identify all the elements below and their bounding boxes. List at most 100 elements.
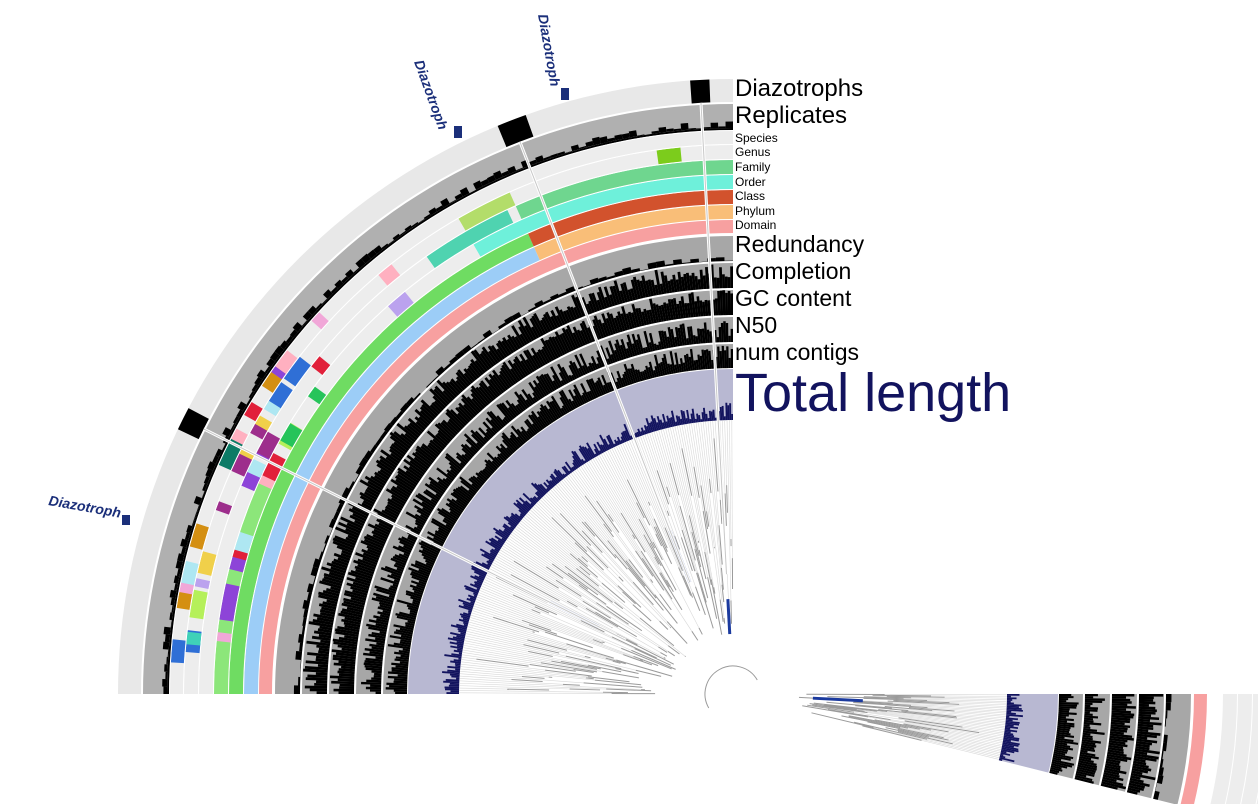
highlight-line: [519, 141, 691, 583]
tree-branch: [606, 605, 643, 632]
gc-content-bar: [730, 293, 733, 316]
num-contigs-bar: [1058, 701, 1079, 705]
total-length-bar: [602, 444, 608, 452]
gc-content-bar: [344, 635, 359, 640]
total-length-bar: [661, 413, 668, 429]
num-contigs-bar: [427, 531, 446, 543]
total-length-bar: [550, 473, 560, 484]
redundancy-bar: [336, 503, 344, 513]
total-length-bar: [555, 476, 561, 483]
total-length-bar: [714, 417, 717, 421]
redundancy-bar: [681, 262, 691, 265]
completion-bar: [318, 633, 332, 639]
n50-bar: [1080, 745, 1095, 750]
replicates-bar: [193, 496, 202, 506]
label-domain: Domain: [735, 218, 776, 232]
tree-branch: [614, 601, 624, 610]
total-length-bar: [1004, 725, 1019, 729]
completion-bar: [632, 276, 641, 300]
num-contigs-bar: [1053, 751, 1066, 756]
completion-bar: [539, 319, 549, 334]
completion-bar: [340, 552, 352, 559]
replicates-bar: [181, 546, 187, 555]
gc-content-bar: [334, 628, 360, 635]
tree-branch: [584, 463, 642, 552]
completion-bar: [380, 449, 400, 465]
completion-bar: [660, 271, 667, 294]
tree-branch: [666, 510, 670, 516]
total-length-bar: [462, 612, 471, 617]
gc-content-bar: [587, 327, 595, 342]
completion-bar: [1136, 736, 1148, 740]
tree-branch: [679, 505, 696, 561]
tree-branch: [712, 420, 715, 439]
replicates-bar: [355, 258, 366, 269]
num-contigs-bar: [418, 580, 427, 586]
tree-branch: [897, 730, 953, 745]
total-length-bar: [623, 423, 632, 441]
n50-bar: [384, 565, 403, 575]
tree-branch: [693, 422, 707, 512]
tree-branch: [613, 447, 657, 535]
total-length-bar: [1001, 747, 1019, 753]
tree-branch: [656, 470, 670, 505]
gc-content-bar: [1108, 740, 1126, 745]
gc-content-bar: [535, 351, 546, 366]
gc-content-bar: [470, 385, 489, 406]
replicates-bar: [176, 568, 181, 577]
completion-bar: [1135, 741, 1153, 746]
gc-content-bar: [434, 423, 454, 441]
completion-bar: [303, 668, 328, 673]
replicates-bar: [725, 121, 733, 129]
completion-bar: [434, 385, 452, 404]
num-contigs-bar: [1051, 759, 1075, 766]
total-length-bar: [467, 594, 477, 600]
replicates-bar: [170, 620, 172, 628]
gc-content-bar: [387, 498, 404, 509]
n50-bar: [369, 689, 382, 692]
total-length-bar: [448, 684, 460, 687]
callout-diazotroph: Diazotroph: [535, 13, 563, 88]
n50-bar: [557, 363, 570, 384]
completion-bar: [448, 380, 462, 395]
gc-content-bar: [579, 330, 588, 345]
n50-bar: [379, 601, 393, 608]
completion-bar: [531, 326, 540, 339]
tree-branch: [582, 600, 612, 619]
callout-marker: [561, 88, 569, 100]
num-contigs-bar: [437, 511, 457, 524]
n50-bar: [516, 399, 527, 411]
completion-bar: [1138, 708, 1157, 713]
total-length-bar: [700, 419, 703, 422]
gc-content-bar: [344, 616, 362, 623]
total-length-bar: [1000, 752, 1011, 756]
gc-content-bar: [381, 509, 398, 520]
tree-branch: [698, 422, 715, 548]
tree-branch: [659, 572, 683, 611]
total-length-bar: [580, 458, 586, 465]
tree-branch: [637, 436, 675, 536]
num-contigs-bar: [385, 687, 408, 690]
total-length-bar: [1006, 700, 1011, 703]
n50-bar: [1077, 764, 1097, 771]
tree-branch: [618, 576, 624, 582]
gc-content-bar: [620, 313, 628, 331]
gc-content-bar: [507, 359, 523, 381]
tree-branch: [528, 650, 553, 657]
redundancy-bar: [413, 392, 421, 401]
num-contigs-bar: [1058, 697, 1069, 701]
tree-branch: [576, 468, 609, 515]
gc-content-bar: [1103, 772, 1120, 778]
gc-content-bar: [492, 369, 509, 391]
total-length-bar: [636, 431, 640, 437]
completion-bar: [431, 402, 443, 413]
n50-bar: [1074, 777, 1094, 784]
redundancy-bar: [1161, 750, 1164, 760]
completion-bar: [672, 274, 678, 293]
tree-branch: [669, 626, 672, 629]
tree-branch: [886, 695, 945, 698]
num-contigs-bar: [434, 532, 447, 541]
completion-bar: [473, 349, 491, 371]
total-length-bar: [504, 528, 512, 535]
tree-branch: [928, 736, 1001, 754]
